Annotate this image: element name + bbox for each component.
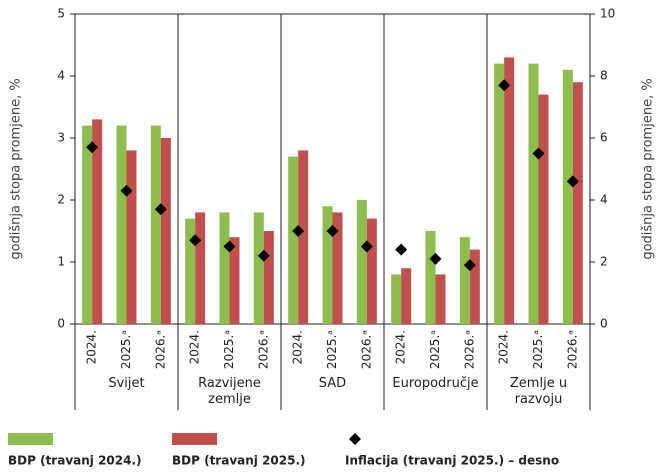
x-tick-label: 2024.: [291, 330, 305, 364]
x-tick-label: 2025.ᵃ: [119, 330, 133, 369]
bar: [116, 125, 127, 324]
legend-label: Inflacija (travanj 2025.) – desno: [345, 454, 559, 468]
group-label: Europodručje: [392, 376, 479, 391]
inflation-marker: [463, 259, 476, 272]
x-tick-label: 2025.ᵃ: [531, 330, 545, 369]
x-tick-label: 2026.ᵃ: [359, 330, 373, 369]
y2-tick-label: 2: [600, 255, 608, 269]
group-label: Razvijene zemlje: [198, 376, 261, 407]
inflation-marker: [223, 240, 236, 253]
y-axis-label: godišnja stopa promjene, %: [9, 78, 24, 259]
bar: [391, 274, 402, 324]
y2-tick-label: 0: [600, 317, 608, 331]
bar: [366, 218, 377, 324]
x-tick-label: 2024.: [497, 330, 511, 364]
bar: [572, 82, 583, 324]
y-tick-label: 5: [57, 7, 65, 21]
bar: [538, 94, 549, 324]
inflation-marker: [429, 252, 442, 265]
bar: [528, 63, 539, 324]
x-tick-label: 2024.: [394, 330, 408, 364]
bar: [332, 212, 343, 324]
inflation-marker: [498, 79, 511, 92]
inflation-marker: [360, 240, 373, 253]
y-tick-label: 3: [57, 131, 65, 145]
y2-tick-label: 6: [600, 131, 608, 145]
bar: [82, 125, 93, 324]
bar: [150, 125, 161, 324]
x-tick-label: 2024.: [188, 330, 202, 364]
legend-swatch: [8, 433, 53, 445]
bar: [401, 268, 412, 324]
bar: [322, 206, 333, 324]
bar: [263, 231, 274, 324]
bar: [229, 237, 240, 324]
group-label: Svijet: [108, 376, 145, 391]
inflation-marker: [120, 184, 133, 197]
bar: [494, 63, 505, 324]
group-label: SAD: [318, 376, 347, 391]
x-tick-label: 2024.: [85, 330, 99, 364]
inflation-marker: [292, 225, 305, 237]
y2-tick-label: 4: [600, 193, 608, 207]
bar: [469, 249, 480, 324]
legend-marker: [349, 433, 361, 445]
bar: [92, 119, 103, 325]
inflation-marker: [86, 141, 99, 154]
x-tick-label: 2026.ᵃ: [462, 330, 476, 369]
legend-label: BDP (travanj 2024.): [8, 454, 142, 468]
inflation-marker: [154, 203, 167, 216]
bar: [185, 218, 196, 324]
x-tick-label: 2026.ᵃ: [153, 330, 167, 369]
legend-swatch: [172, 433, 217, 445]
inflation-marker: [326, 225, 339, 237]
y-tick-label: 0: [57, 317, 65, 331]
bar: [195, 212, 206, 324]
x-tick-label: 2025.ᵃ: [428, 330, 442, 369]
bar: [219, 212, 230, 324]
x-tick-label: 2026.ᵃ: [256, 330, 270, 369]
bar: [356, 200, 367, 324]
bar: [435, 274, 446, 324]
bar: [298, 150, 309, 324]
x-tick-label: 2026.ᵃ: [565, 330, 579, 369]
bar: [253, 212, 264, 324]
inflation-marker: [566, 175, 579, 188]
y2-tick-label: 8: [600, 69, 608, 83]
y-tick-label: 1: [57, 255, 65, 269]
x-tick-label: 2025.ᵃ: [222, 330, 236, 369]
inflation-marker: [257, 249, 270, 262]
bar: [504, 57, 515, 325]
group-label: Zemlje u razvoju: [509, 376, 568, 407]
y2-tick-label: 10: [600, 7, 615, 21]
y-tick-label: 2: [57, 193, 65, 207]
bar: [160, 138, 171, 324]
bar: [288, 156, 299, 324]
inflation-marker: [189, 234, 202, 247]
bar: [459, 237, 470, 324]
bar: [562, 69, 573, 324]
inflation-marker: [395, 243, 408, 256]
y2-axis-label: godišnja stopa promjene, %: [641, 78, 656, 259]
legend-label: BDP (travanj 2025.): [172, 454, 306, 468]
inflation-marker: [532, 147, 545, 160]
x-tick-label: 2025.ᵃ: [325, 330, 339, 369]
bar: [126, 150, 137, 324]
bar: [425, 231, 436, 324]
y-tick-label: 4: [57, 69, 65, 83]
